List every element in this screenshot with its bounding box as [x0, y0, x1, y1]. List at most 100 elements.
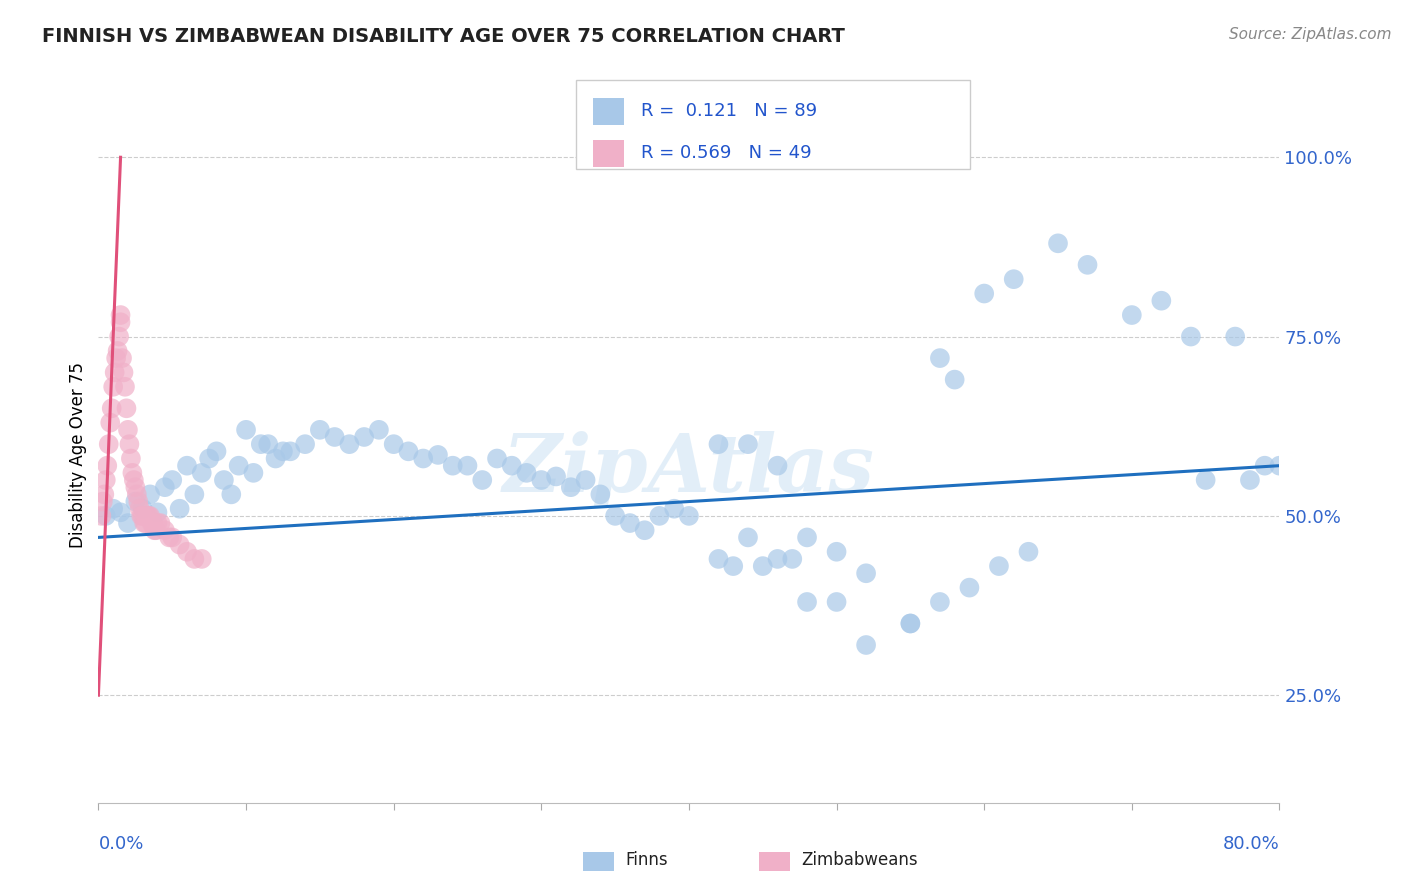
- Point: [96, 458, 118, 473]
- Point: [242, 466, 264, 480]
- Point: [546, 469, 568, 483]
- Point: [139, 487, 162, 501]
- Point: [111, 351, 134, 365]
- Point: [135, 516, 157, 530]
- Point: [900, 616, 922, 631]
- Point: [250, 437, 273, 451]
- Point: [98, 416, 121, 430]
- Point: [128, 501, 150, 516]
- Point: [129, 508, 152, 523]
- Point: [146, 505, 169, 519]
- Point: [112, 366, 135, 380]
- Point: [766, 552, 789, 566]
- Point: [257, 437, 280, 451]
- Point: [427, 448, 450, 462]
- Point: [120, 451, 142, 466]
- Point: [169, 538, 191, 552]
- Point: [501, 458, 523, 473]
- Point: [124, 494, 146, 508]
- Point: [928, 595, 950, 609]
- Point: [121, 466, 143, 480]
- Point: [219, 487, 243, 501]
- Point: [766, 458, 789, 473]
- Point: [235, 423, 257, 437]
- Point: [136, 508, 159, 523]
- Text: Finns: Finns: [626, 851, 668, 869]
- Point: [396, 444, 419, 458]
- Point: [157, 530, 180, 544]
- Point: [619, 516, 641, 530]
- Point: [1150, 293, 1173, 308]
- Point: [782, 552, 804, 566]
- Text: Source: ZipAtlas.com: Source: ZipAtlas.com: [1229, 27, 1392, 42]
- Point: [323, 430, 346, 444]
- Point: [456, 458, 478, 473]
- Point: [1268, 458, 1291, 473]
- Point: [278, 444, 302, 458]
- Point: [574, 473, 596, 487]
- Point: [103, 501, 125, 516]
- Point: [162, 473, 183, 487]
- Point: [1195, 473, 1218, 487]
- Point: [1017, 545, 1039, 559]
- Point: [127, 494, 149, 508]
- Text: 0.0%: 0.0%: [98, 835, 143, 853]
- Point: [124, 480, 146, 494]
- Point: [855, 566, 877, 581]
- Point: [110, 315, 132, 329]
- Point: [987, 559, 1010, 574]
- Point: [114, 380, 136, 394]
- Point: [382, 437, 405, 451]
- Point: [138, 508, 160, 523]
- Point: [142, 516, 165, 530]
- Text: 80.0%: 80.0%: [1223, 835, 1279, 853]
- Point: [664, 501, 686, 516]
- Point: [633, 523, 655, 537]
- Point: [1254, 458, 1277, 473]
- Point: [191, 552, 214, 566]
- Point: [153, 523, 176, 537]
- Point: [353, 430, 375, 444]
- Point: [108, 329, 131, 343]
- Point: [516, 466, 538, 480]
- Point: [90, 508, 112, 523]
- Point: [228, 458, 250, 473]
- Point: [825, 545, 848, 559]
- Point: [737, 437, 759, 451]
- Text: FINNISH VS ZIMBABWEAN DISABILITY AGE OVER 75 CORRELATION CHART: FINNISH VS ZIMBABWEAN DISABILITY AGE OVE…: [42, 27, 845, 45]
- Point: [309, 423, 332, 437]
- Point: [825, 595, 848, 609]
- Point: [125, 487, 148, 501]
- Point: [441, 458, 464, 473]
- Point: [589, 487, 612, 501]
- Point: [943, 373, 966, 387]
- Point: [264, 451, 287, 466]
- Point: [117, 516, 139, 530]
- Point: [104, 366, 127, 380]
- Point: [900, 616, 922, 631]
- Point: [855, 638, 877, 652]
- Point: [560, 480, 582, 494]
- Point: [212, 473, 235, 487]
- Point: [198, 451, 221, 466]
- Point: [143, 523, 166, 537]
- Point: [205, 444, 228, 458]
- Text: ZipAtlas: ZipAtlas: [503, 430, 875, 508]
- Point: [100, 401, 122, 416]
- Point: [271, 444, 294, 458]
- Point: [412, 451, 434, 466]
- Point: [153, 480, 176, 494]
- Point: [134, 516, 156, 530]
- Point: [737, 530, 759, 544]
- Point: [146, 516, 169, 530]
- Point: [93, 487, 115, 501]
- Point: [122, 473, 145, 487]
- Point: [191, 466, 214, 480]
- Text: R =  0.121   N = 89: R = 0.121 N = 89: [641, 103, 817, 120]
- Point: [707, 437, 730, 451]
- Point: [471, 473, 494, 487]
- Point: [751, 559, 773, 574]
- Point: [162, 530, 183, 544]
- Point: [294, 437, 316, 451]
- Point: [132, 501, 155, 516]
